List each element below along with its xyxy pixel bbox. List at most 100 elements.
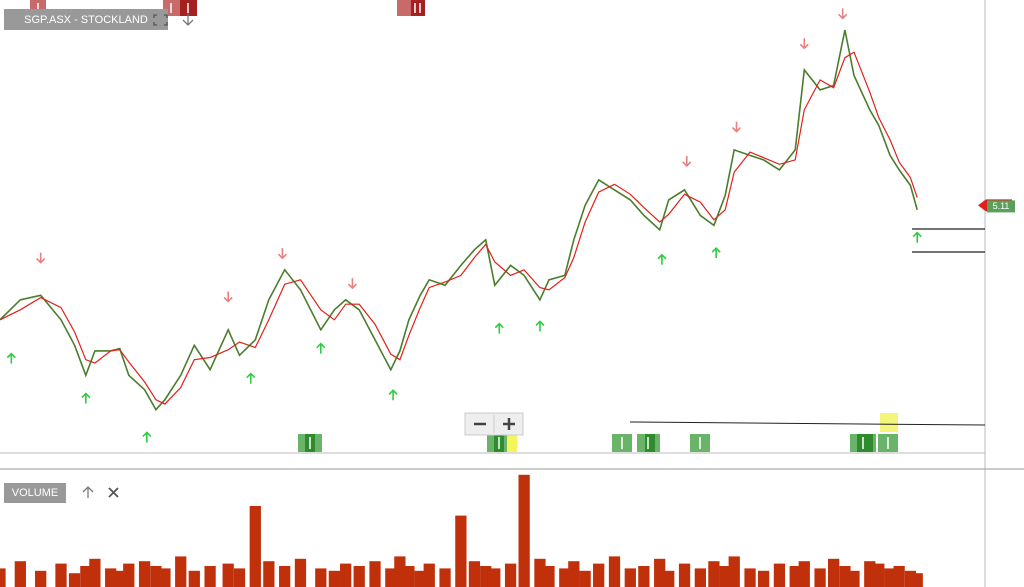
volume-bar: [175, 556, 187, 587]
signal-arrow: [494, 322, 504, 334]
fullscreen-icon[interactable]: [153, 14, 168, 26]
volume-bar: [568, 561, 580, 587]
volume-bar: [757, 570, 770, 587]
volume-bar: [893, 566, 905, 587]
move-down-icon[interactable]: [182, 13, 194, 26]
volume-bar: [369, 561, 381, 587]
volume-bar: [663, 570, 675, 587]
volume-bar: [744, 568, 756, 587]
volume-bar: [105, 568, 117, 587]
volume-bar: [439, 568, 451, 587]
signal-arrow: [657, 253, 667, 265]
volume-bar: [873, 563, 885, 587]
zoom-control: [464, 412, 524, 436]
volume-bar: [414, 570, 426, 587]
last-price-box: [987, 200, 1015, 213]
volume-bar: [279, 566, 291, 587]
signal-arrow: [142, 431, 152, 443]
title-badge[interactable]: [4, 9, 168, 30]
volume-bar: [694, 568, 706, 587]
volume-bar: [708, 561, 720, 587]
volume-bar: [233, 568, 246, 587]
volume-bar: [340, 563, 352, 587]
volume-bar: [55, 563, 67, 587]
signal-arrow: [711, 247, 721, 259]
volume-bar: [455, 515, 467, 587]
volume-badge[interactable]: [4, 483, 66, 503]
volume-bar: [80, 566, 92, 587]
signal-arrow: [223, 291, 233, 303]
volume-bar: [14, 561, 26, 587]
volume-bar: [315, 568, 327, 587]
volume-bar: [678, 563, 691, 587]
volume-bar: [518, 474, 530, 587]
volume-bar: [504, 563, 517, 587]
volume-bar: [150, 566, 162, 587]
volume-bar: [789, 566, 801, 587]
volume-bar: [89, 558, 101, 587]
volume-bar: [204, 566, 216, 587]
signal-arrow: [388, 389, 398, 401]
volume-bar: [638, 566, 650, 587]
volume-bar: [249, 506, 261, 587]
event-markers: [30, 0, 898, 452]
volume-bar: [188, 570, 200, 587]
volume-bar: [468, 561, 481, 587]
volume-bar: [579, 570, 591, 587]
signal-arrow: [246, 372, 256, 384]
volume-bar: [0, 568, 6, 587]
volume-bar: [123, 563, 135, 587]
signal-arrow: [347, 278, 357, 290]
volume-bar: [814, 568, 826, 587]
volume-bar: [489, 568, 501, 587]
volume-bar: [294, 558, 307, 587]
volume-bar: [328, 570, 340, 587]
volume-bar: [534, 558, 546, 587]
chart-title: SGP.ASX - STOCKLAND: [24, 14, 148, 26]
signal-arrow: [799, 38, 809, 50]
price-line: [0, 51, 918, 405]
volume-bar: [608, 556, 621, 587]
volume-bar: [773, 563, 786, 587]
volume-bar: [222, 563, 234, 587]
volume-bar: [68, 573, 81, 587]
volume-bar: [480, 566, 492, 587]
volume-bar: [593, 563, 605, 587]
volume-bar: [138, 561, 151, 587]
volume-bar: [559, 568, 571, 587]
volume-bar: [543, 566, 555, 587]
volume-bar: [884, 568, 896, 587]
volume-bar: [719, 566, 731, 587]
volume-bar: [848, 570, 860, 587]
signal-arrow: [731, 121, 742, 133]
trend-line: [629, 421, 986, 426]
signal-arrow: [277, 248, 287, 260]
signal-arrow: [838, 8, 848, 20]
signal-arrow: [535, 320, 545, 332]
volume-bar: [911, 573, 923, 587]
volume-bar: [839, 566, 851, 587]
label-layer: 5.11: [978, 199, 1015, 213]
volume-bar: [624, 568, 636, 587]
signal-arrow: [316, 342, 326, 354]
volume-bar: [798, 561, 810, 587]
zoom-in[interactable]: [503, 418, 515, 430]
panel-title: VOLUME: [12, 487, 58, 499]
signal-arrow: [36, 252, 46, 264]
signal-arrow: [81, 392, 91, 404]
volume-bar: [828, 558, 840, 587]
signal-arrow: [6, 352, 16, 364]
last-price-label: 5.11: [993, 201, 1010, 211]
move-up-icon[interactable]: [82, 486, 94, 498]
data-layer: [0, 8, 923, 587]
volume-bar: [728, 556, 740, 587]
volume-bar: [394, 556, 406, 587]
volume-bar: [904, 570, 917, 587]
signal-arrow: [912, 231, 922, 243]
price-line: [0, 29, 918, 412]
close-icon[interactable]: [108, 487, 119, 498]
volume-bar: [403, 566, 415, 587]
signal-arrow: [682, 155, 692, 168]
